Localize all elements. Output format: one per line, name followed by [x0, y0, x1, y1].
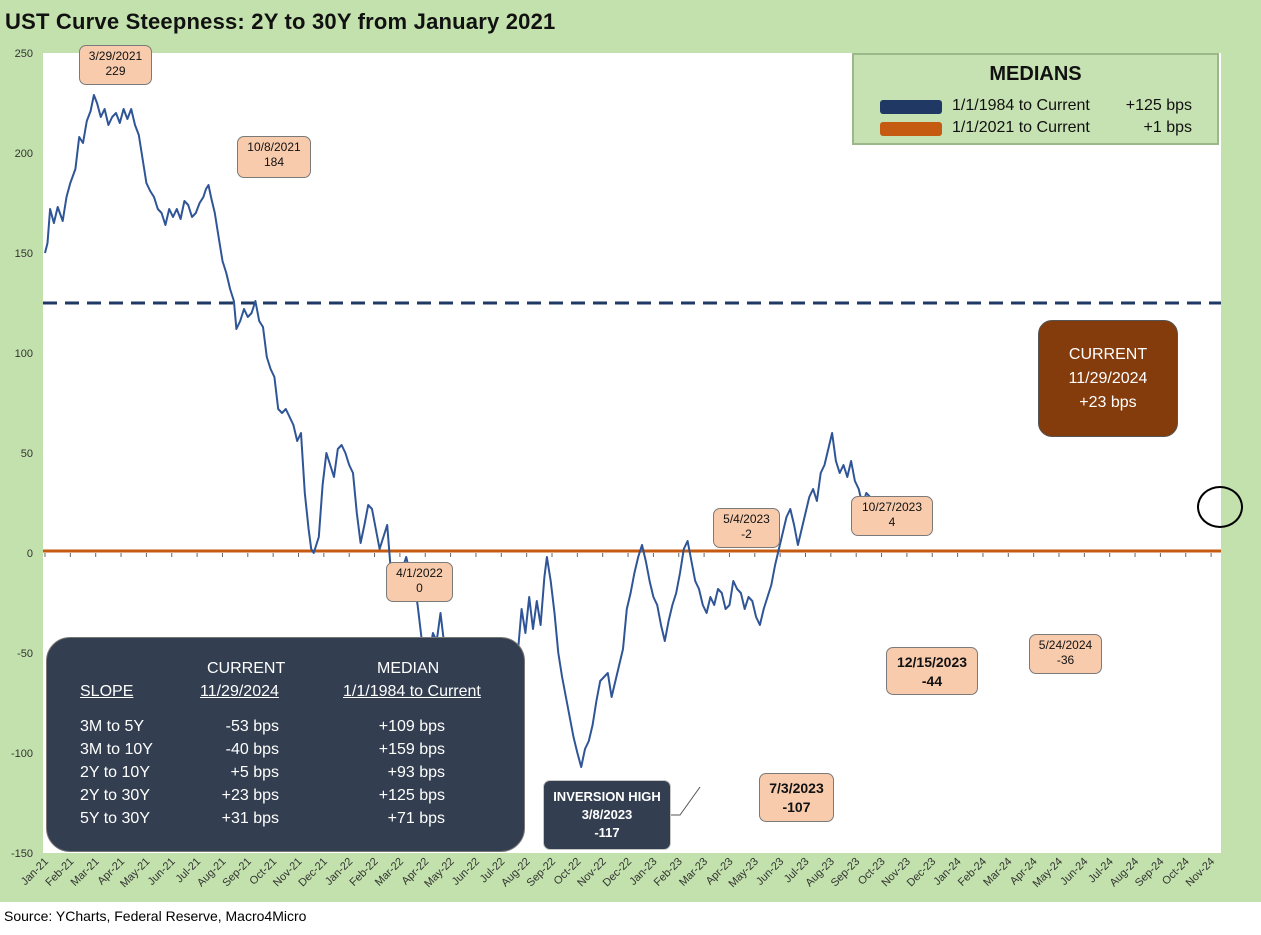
row-current: -53 bps [225, 718, 279, 735]
header-median: MEDIAN [377, 660, 440, 677]
annotation-oct-2023: 10/27/2023 4 [851, 496, 933, 536]
x-tick-label: Jun-22 [450, 856, 482, 888]
x-tick-label: Dec-21 [296, 856, 330, 890]
annotation-may-2024: 5/24/2024 -36 [1029, 634, 1102, 674]
x-tick-label: Jun-21 [146, 856, 178, 888]
x-tick-label: Sep-24 [1133, 856, 1167, 890]
legend-swatch-2021 [880, 122, 942, 136]
annotation-leaders [671, 786, 701, 816]
y-axis: -150 -100 -50 0 50 100 150 200 250 [11, 48, 33, 860]
source-note: Source: YCharts, Federal Reserve, Macro4… [4, 908, 307, 924]
row-name: 3M to 10Y [80, 741, 153, 758]
x-tick-label: Dec-23 [905, 856, 939, 890]
y-tick-label: -150 [11, 848, 33, 860]
annotation-inversion-high: INVERSION HIGH 3/8/2023 -117 [543, 780, 671, 850]
inversion-leader-line [671, 786, 701, 816]
medians-title: MEDIANS [989, 63, 1082, 85]
y-tick-label: 100 [15, 348, 33, 360]
reference-lines [43, 301, 1221, 553]
legend-value-1984: +125 bps [1125, 97, 1192, 114]
row-name: 2Y to 10Y [80, 764, 150, 781]
row-current: -40 bps [225, 741, 279, 758]
legend-value-2021: +1 bps [1143, 119, 1192, 136]
x-tick-label: Jun-23 [754, 856, 786, 888]
medians-legend: MEDIANS 1/1/1984 to Current +125 bps 1/1… [852, 53, 1219, 145]
y-tick-label: 0 [27, 548, 33, 560]
header-median-range: 1/1/1984 to Current [343, 683, 481, 700]
row-current: +31 bps [221, 810, 279, 827]
page-title: UST Curve Steepness: 2Y to 30Y from Janu… [5, 9, 556, 34]
y-tick-label: 250 [15, 48, 33, 60]
slope-table: CURRENT MEDIAN SLOPE 11/29/2024 1/1/1984… [46, 637, 525, 852]
row-name: 2Y to 30Y [80, 787, 150, 804]
x-tick-label: Sep-22 [525, 856, 559, 890]
x-tick-label: Dec-22 [601, 856, 635, 890]
current-point-highlight [1197, 486, 1243, 528]
row-median: +125 bps [378, 787, 445, 804]
annotation-oct-2021: 10/8/2021 184 [237, 136, 311, 178]
row-current: +23 bps [221, 787, 279, 804]
y-tick-label: 150 [15, 248, 33, 260]
legend-label-2021: 1/1/2021 to Current [952, 119, 1090, 136]
row-median: +71 bps [387, 810, 445, 827]
x-tick-label: Sep-21 [220, 856, 254, 890]
x-tick-label: Sep-23 [829, 856, 863, 890]
row-name: 5Y to 30Y [80, 810, 150, 827]
annotation-may-2023: 5/4/2023 -2 [713, 508, 780, 548]
header-slope: SLOPE [80, 683, 134, 700]
y-tick-label: -50 [17, 648, 33, 660]
annotation-apr-2022: 4/1/2022 0 [386, 562, 453, 602]
x-tick-label: Mar-24 [981, 856, 1014, 889]
y-tick-label: 200 [15, 148, 33, 160]
y-tick-label: 50 [21, 448, 33, 460]
header-current-date: 11/29/2024 [200, 683, 279, 700]
x-tick-label: Jun-24 [1058, 856, 1090, 888]
legend-swatch-1984 [880, 100, 942, 114]
x-tick-label: Mar-23 [677, 856, 710, 889]
row-median: +109 bps [378, 718, 445, 735]
row-name: 3M to 5Y [80, 718, 145, 735]
legend-label-1984: 1/1/1984 to Current [952, 97, 1090, 114]
current-value-callout: CURRENT 11/29/2024 +23 bps [1038, 320, 1178, 437]
annotation-peak: 3/29/2021 229 [79, 45, 152, 85]
annotation-jul-2023: 7/3/2023 -107 [759, 773, 834, 822]
x-tick-label: Mar-22 [373, 856, 406, 889]
row-median: +93 bps [387, 764, 445, 781]
row-median: +159 bps [378, 741, 445, 758]
annotation-dec-2023: 12/15/2023 -44 [886, 647, 978, 695]
x-tick-label: Nov-24 [1184, 856, 1218, 890]
header-current: CURRENT [207, 660, 286, 677]
y-tick-label: -100 [11, 748, 33, 760]
row-current: +5 bps [230, 764, 279, 781]
x-tick-label: Mar-21 [69, 856, 102, 889]
